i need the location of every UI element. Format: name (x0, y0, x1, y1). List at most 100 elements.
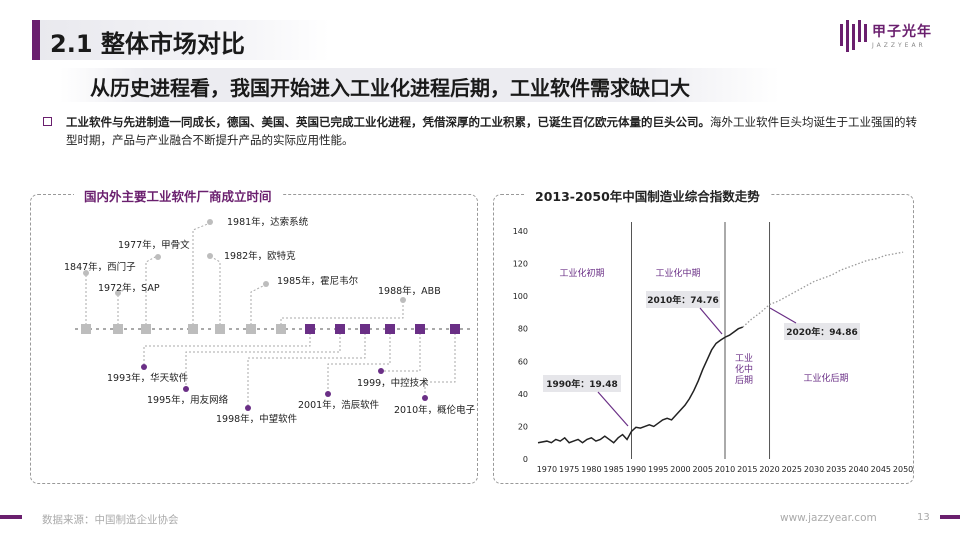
dot-oracle (155, 254, 161, 260)
connector-primarius (424, 329, 456, 398)
forecast-index-line (742, 251, 904, 328)
timeline-node-autodesk (215, 324, 225, 334)
phase-label-late: 工业化后期 (803, 372, 848, 384)
y-tick-label: 140 (513, 227, 528, 236)
logo-subtext: JAZZYEAR (872, 42, 926, 49)
actual-index-line (537, 326, 744, 444)
title-accent-bar (32, 20, 40, 60)
callout-2020-box (784, 323, 860, 340)
y-tick-label: 0 (523, 455, 528, 464)
x-tick-label: 1985 (604, 465, 624, 474)
page-number: 13 (917, 512, 930, 523)
timeline-panel-title: 国内外主要工业软件厂商成立时间 (74, 186, 282, 205)
connector-supcon (381, 329, 421, 372)
callout-1990-box (543, 375, 621, 392)
phase-label-middle: 工业化中期 (655, 267, 700, 279)
dot-supcon (378, 368, 384, 374)
dot-yonyou (183, 386, 189, 392)
subtitle: 从历史进程看，我国开始进入工业化进程后期，工业软件需求缺口大 (90, 76, 690, 100)
dot-honeywell (263, 281, 269, 287)
x-tick-label: 1975 (559, 465, 579, 474)
svg-text:化中: 化中 (735, 363, 753, 375)
bullet-bold-text: 工业软件与先进制造一同成长，德国、美国、英国已完成工业化进程，凭借深厚的工业积累… (66, 115, 710, 129)
label-autodesk: 1982年，欧特克 (224, 250, 296, 262)
bullet-square-icon (43, 117, 52, 126)
label-supcon: 1999，中控技术 (357, 377, 429, 389)
y-tick-label: 20 (518, 422, 528, 431)
label-abb: 1988年，ABB (378, 285, 441, 297)
brand-logo: 甲子光年 JAZZYEAR (838, 18, 938, 58)
x-tick-label: 2050 (893, 465, 913, 474)
svg-text:后期: 后期 (735, 375, 753, 386)
dot-zwsoft (245, 405, 251, 411)
x-tick-label: 2040 (848, 465, 868, 474)
y-tick-label: 80 (518, 325, 528, 334)
label-zwsoft: 1998年，中望软件 (216, 413, 298, 425)
callout-1990-arrow (597, 391, 629, 427)
label-gstarcad: 2001年，浩辰软件 (298, 399, 380, 411)
x-tick-label: 2030 (804, 465, 824, 474)
timeline-node-supcon (415, 324, 425, 334)
timeline-node-huatian (305, 324, 315, 334)
footer-accent-left (0, 515, 22, 519)
connector-abb (280, 301, 404, 329)
dot-autodesk (207, 253, 213, 259)
logo-text: 甲子光年 (872, 24, 932, 40)
x-tick-label: 1990 (626, 465, 646, 474)
x-tick-label: 2045 (871, 465, 891, 474)
timeline-node-dassault (188, 324, 198, 334)
subtitle-background (60, 68, 780, 102)
timeline-node-primarius (450, 324, 460, 334)
page-title: 2.1 整体市场对比 (50, 30, 245, 58)
x-tick-label: 1995 (648, 465, 668, 474)
x-tick-label: 1980 (581, 465, 601, 474)
dot-sap (115, 290, 121, 296)
timeline-node-gstarcad (385, 324, 395, 334)
timeline-node-zwsoft (360, 324, 370, 334)
dot-dassault (207, 219, 213, 225)
label-sap: 1972年，SAP (98, 282, 160, 294)
y-tick-label: 120 (513, 260, 528, 269)
callout-2020-label: 2020年：94.86 (786, 326, 858, 338)
phase-label-early: 工业化初期 (559, 267, 604, 279)
timeline-node-honeywell (246, 324, 256, 334)
dot-siemens (83, 270, 89, 276)
callout-2020-arrow (769, 307, 797, 324)
label-yonyou: 1995年，用友网络 (147, 394, 229, 406)
svg-text:工业: 工业 (735, 353, 753, 364)
connector-huatian (143, 329, 311, 367)
bullet-paragraph: 工业软件与先进制造一同成长，德国、美国、英国已完成工业化进程，凭借深厚的工业积累… (66, 113, 926, 149)
timeline-node-sap (113, 324, 123, 334)
label-primarius: 2010年，概伦电子 (394, 404, 476, 416)
callout-2010-label: 2010年：74.76 (647, 294, 719, 306)
label-honeywell: 1985年，霍尼韦尔 (277, 275, 359, 287)
label-siemens: 1847年，西门子 (64, 261, 136, 273)
timeline-node-oracle (141, 324, 151, 334)
timeline-node-abb (276, 324, 286, 334)
dot-huatian (141, 364, 147, 370)
footer-accent-right (940, 515, 960, 519)
x-tick-label: 2010 (715, 465, 735, 474)
connector-gstarcad (327, 329, 391, 394)
callout-1990-label: 1990年：19.48 (546, 378, 618, 390)
label-dassault: 1981年，达索系统 (227, 216, 309, 228)
bullet-normal-text: 海外工业软件巨头均诞生于工业强国的转型时期，产品与产业融合不断提升产品的实际应用… (66, 115, 917, 147)
x-tick-label: 2025 (782, 465, 802, 474)
label-huatian: 1993年，华天软件 (107, 372, 189, 384)
timeline-node-siemens (81, 324, 91, 334)
dot-gstarcad (325, 391, 331, 397)
connector-dassault (192, 222, 211, 329)
connector-honeywell (250, 283, 268, 329)
footer-source: 数据来源：中国制造企业协会 (42, 514, 179, 526)
logo-mark-icon (840, 20, 867, 52)
footer-url[interactable]: www.jazzyear.com (780, 512, 877, 524)
phase-label-mid-late: 工业 化中 后期 (735, 353, 753, 386)
x-tick-label: 2000 (670, 465, 690, 474)
x-tick-label: 2020 (759, 465, 779, 474)
label-oracle: 1977年，甲骨文 (118, 239, 190, 251)
timeline-node-yonyou (335, 324, 345, 334)
title-background (40, 20, 330, 60)
connector-yonyou (185, 329, 341, 389)
